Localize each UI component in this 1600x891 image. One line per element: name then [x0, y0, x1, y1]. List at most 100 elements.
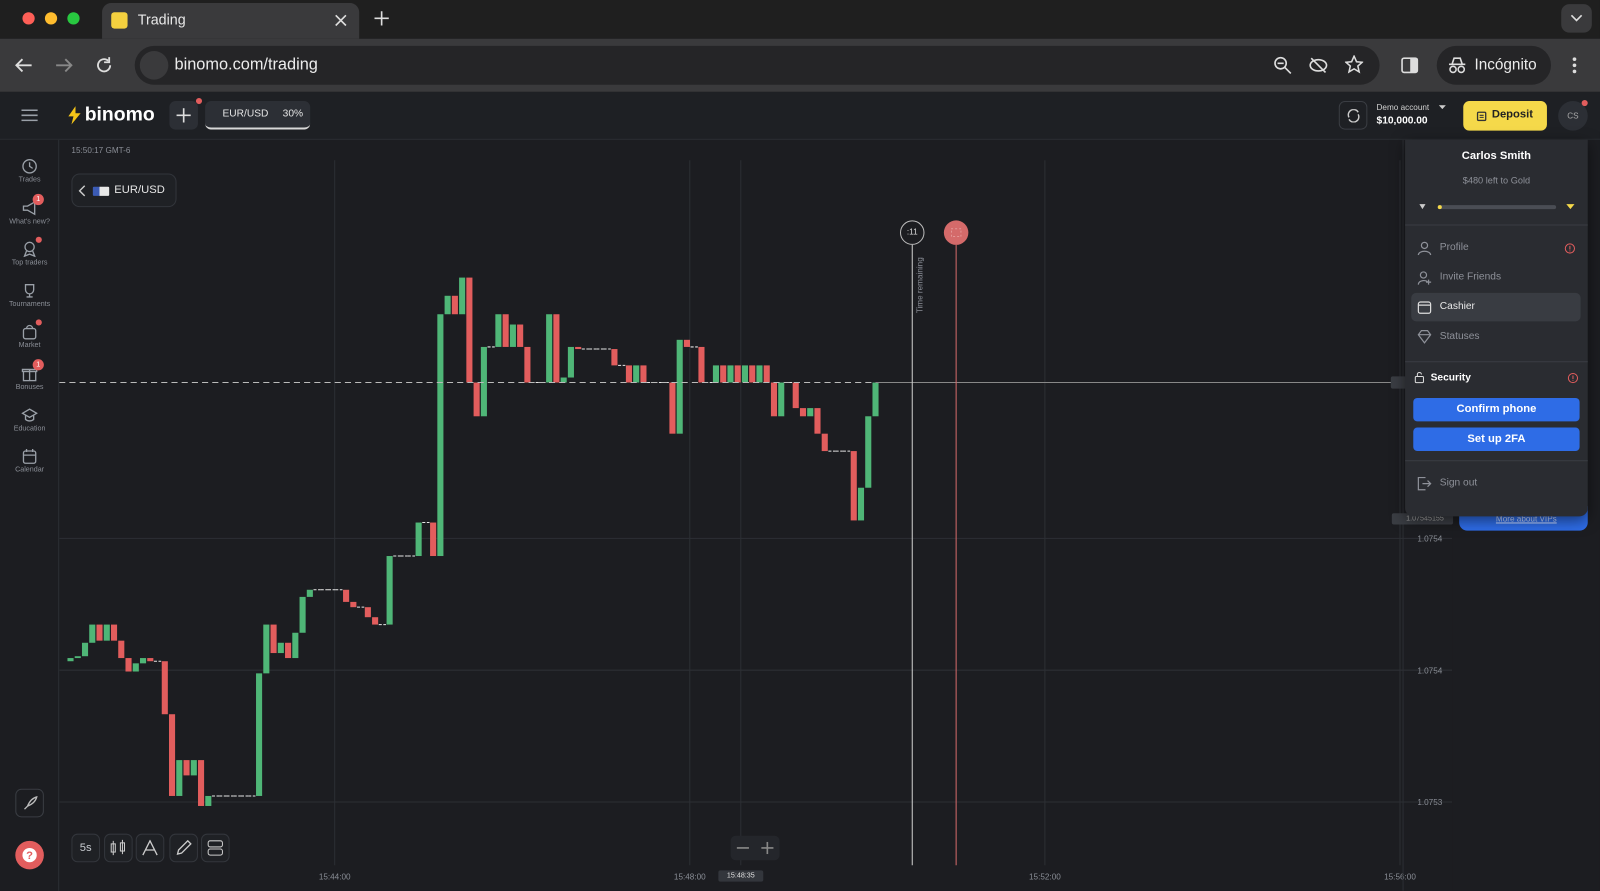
- sidebar-item[interactable]: What's new? 1: [0, 193, 59, 225]
- chart-type-button[interactable]: [104, 833, 133, 863]
- drawing-button[interactable]: [169, 833, 198, 863]
- asset-tab[interactable]: EUR/USD 30%: [205, 101, 311, 130]
- candle: [872, 382, 879, 417]
- incognito-icon: [1448, 57, 1466, 74]
- candle: [799, 408, 807, 417]
- candle: [850, 451, 857, 521]
- sidebar-item[interactable]: Calendar: [0, 448, 59, 474]
- y-tick-label: 1.0753: [1417, 798, 1442, 807]
- time-label: 15:56:00: [1384, 873, 1416, 882]
- logo-mark: [68, 106, 81, 125]
- candles-icon: [110, 839, 125, 856]
- candle: [865, 416, 872, 488]
- tab-close[interactable]: [335, 14, 347, 27]
- candle: [161, 661, 168, 715]
- current-time: 15:48:35: [718, 870, 764, 882]
- zoom-icon[interactable]: [1273, 56, 1292, 75]
- candle: [430, 522, 437, 557]
- user-name: Carlos Smith: [1461, 149, 1532, 163]
- incognito-pill[interactable]: Incógnito: [1436, 45, 1552, 85]
- zoom-in[interactable]: [761, 841, 774, 855]
- menu-item[interactable]: Cashier: [1411, 292, 1581, 322]
- status-note: $480 left to Gold: [1462, 175, 1531, 186]
- chart: 15:44:00 15:48:00 15:52:00 15:56:00 1.0754 1.…: [59, 139, 1453, 891]
- indicators-button[interactable]: [135, 833, 165, 863]
- layout-button[interactable]: [201, 833, 230, 863]
- browser-tab[interactable]: Trading: [102, 3, 360, 39]
- sidebar-icon: [21, 408, 38, 422]
- sidebar-label: Bonuses: [15, 383, 44, 391]
- reload-button[interactable]: [95, 56, 113, 74]
- setup-2fa-button[interactable]: Set up 2FA: [1413, 427, 1580, 452]
- sidebar-item[interactable]: Trades: [0, 158, 59, 184]
- divider: [1405, 460, 1588, 462]
- address-bar[interactable]: binomo.com/trading: [134, 45, 1380, 85]
- candle: [67, 658, 74, 662]
- sidebar-item[interactable]: Tournaments: [0, 282, 59, 308]
- deposit-button[interactable]: Deposit: [1463, 101, 1547, 131]
- candle: [292, 632, 299, 659]
- sign-out[interactable]: Sign out: [1411, 469, 1580, 498]
- sidebar-item[interactable]: Education: [0, 407, 59, 432]
- add-asset[interactable]: [169, 97, 203, 130]
- candle: [256, 673, 263, 796]
- candle: [814, 408, 821, 434]
- site-info[interactable]: [139, 51, 169, 80]
- candle: [502, 314, 509, 347]
- candle: [277, 642, 284, 654]
- candle: [567, 346, 574, 378]
- back-button[interactable]: [14, 57, 32, 73]
- tab-search[interactable]: [1561, 4, 1592, 33]
- minimize-window[interactable]: [44, 12, 58, 25]
- candle: [473, 382, 480, 417]
- candle: [263, 624, 270, 674]
- confirm-phone-button[interactable]: Confirm phone: [1413, 397, 1580, 422]
- side-panel[interactable]: [1401, 57, 1419, 74]
- zoom-out[interactable]: [736, 842, 749, 854]
- sidebar-label: Tournaments: [8, 300, 51, 308]
- candle: [372, 617, 379, 625]
- candle: [633, 365, 640, 383]
- flag: [92, 186, 110, 196]
- sidebar-label: Top traders: [11, 259, 48, 267]
- bookmark-star[interactable]: [1344, 55, 1364, 74]
- account-type[interactable]: Demo account: [1376, 103, 1430, 113]
- tab-title: Trading: [137, 11, 186, 28]
- candle: [118, 640, 125, 659]
- asset-selector[interactable]: EUR/USD: [71, 173, 177, 208]
- timeframe-button[interactable]: 5s: [71, 833, 100, 863]
- menu-item[interactable]: Invite Friends: [1411, 263, 1580, 292]
- candle: [698, 346, 705, 383]
- forward-button[interactable]: [55, 57, 73, 73]
- menu-item[interactable]: Profile: [1411, 234, 1580, 263]
- vip-link[interactable]: More about VIPs: [1495, 514, 1557, 524]
- browser-menu[interactable]: [1571, 56, 1577, 74]
- candle: [415, 522, 422, 557]
- new-tab[interactable]: [373, 10, 389, 26]
- security-title: Security: [1430, 372, 1471, 384]
- plus: [176, 108, 191, 123]
- switch-account[interactable]: [1338, 101, 1368, 130]
- hamburger[interactable]: [21, 109, 38, 122]
- candle: [807, 408, 814, 417]
- maximize-window[interactable]: [67, 12, 80, 25]
- deposit-icon: [1476, 111, 1487, 122]
- rocket-button[interactable]: [15, 788, 44, 818]
- sidebar-item[interactable]: Top traders: [0, 236, 59, 267]
- menu-item[interactable]: Statuses: [1411, 322, 1580, 351]
- candle: [459, 277, 466, 315]
- candle: [495, 314, 502, 347]
- candle: [509, 324, 516, 347]
- candle: [350, 601, 357, 608]
- tracking-icon[interactable]: [1308, 56, 1328, 74]
- close-window[interactable]: [22, 12, 35, 25]
- help-button[interactable]: ?: [15, 840, 44, 870]
- sidebar-item[interactable]: Market: [0, 319, 59, 349]
- logo[interactable]: binomo: [84, 104, 155, 126]
- candle: [444, 295, 451, 315]
- help-icon: ?: [22, 847, 37, 863]
- lock-icon: [1414, 371, 1424, 384]
- sidebar-icon: [24, 283, 35, 298]
- sidebar-item[interactable]: Bonuses 1: [0, 359, 59, 391]
